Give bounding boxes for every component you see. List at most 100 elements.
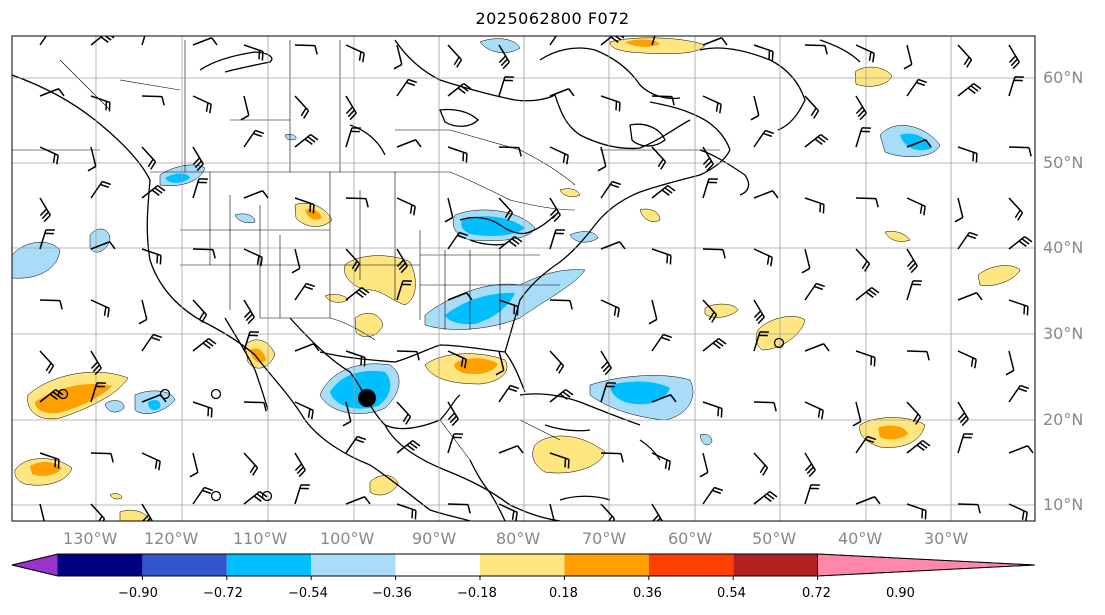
wind-barb [345, 197, 369, 208]
wind-barb [855, 435, 877, 454]
lon-label-130w: 130°W [63, 529, 118, 548]
wind-barb [549, 299, 573, 310]
wind-barb [192, 486, 214, 505]
wind-barb [903, 44, 913, 70]
positive-anomaly-region [354, 313, 384, 337]
calm-wind-marker [210, 388, 222, 400]
wind-barb [192, 37, 218, 46]
wind-barb [447, 44, 463, 68]
wind-barb [855, 197, 879, 208]
wind-barb [345, 248, 361, 272]
wind-barb [549, 36, 558, 46]
positive-anomaly-region [625, 39, 660, 47]
calm-wind-marker [159, 388, 171, 400]
wind-barb [192, 95, 212, 114]
wind-barb [192, 146, 204, 172]
wind-barb [294, 44, 318, 55]
wind-barb [957, 292, 983, 301]
colorbar-extend-low [11, 553, 59, 577]
wind-barb [600, 350, 612, 376]
negative-anomaly-region [569, 231, 599, 243]
calm-wind-marker [210, 490, 222, 502]
positive-anomaly-region [30, 462, 62, 476]
wind-barb [243, 299, 255, 325]
lat-label-60n: 60°N [1043, 68, 1084, 87]
wind-barb [90, 382, 106, 403]
wind-barb [396, 401, 412, 425]
positive-anomaly-region [532, 435, 606, 474]
wind-barb [498, 44, 510, 70]
wind-barb [1008, 445, 1034, 454]
colorbar-segment [311, 554, 396, 576]
wind-barb [39, 197, 51, 223]
negative-anomaly-region [699, 434, 713, 446]
wind-barb [753, 490, 778, 505]
positive-anomaly-region [119, 509, 151, 521]
wind-barb [852, 401, 862, 427]
positive-anomaly-region [305, 208, 322, 220]
wind-barb [651, 146, 667, 170]
lon-label-40w: 40°W [838, 529, 883, 548]
wind-barb [192, 337, 217, 352]
wind-barb [750, 95, 760, 121]
wind-barb [90, 241, 116, 250]
wind-barb [39, 36, 48, 46]
positive-anomaly-region [639, 208, 661, 222]
wind-barb [702, 37, 728, 46]
negative-anomaly-region [12, 242, 61, 279]
calm-wind-marker [261, 490, 273, 502]
positive-anomaly-region [609, 37, 706, 54]
wind-barb [651, 503, 663, 521]
wind-barb [396, 78, 418, 97]
wind-barb [855, 248, 871, 272]
positive-anomaly-region [559, 188, 581, 197]
wind-barb [138, 299, 148, 325]
wind-barb [141, 503, 153, 521]
lon-label-60w: 60°W [668, 529, 713, 548]
wind-barb [600, 299, 620, 318]
wind-barb [702, 486, 724, 505]
wind-barb [906, 401, 922, 425]
colorbar-tick-label: 0.72 [802, 586, 831, 601]
wind-barb [498, 384, 520, 403]
positive-anomaly-region [324, 294, 349, 303]
colorbar-tick-label: −0.54 [288, 586, 328, 601]
wind-barb [39, 88, 65, 97]
negative-anomaly-region [104, 400, 125, 413]
wind-barb [345, 496, 371, 505]
wind-barb [294, 452, 306, 478]
wind-barb [906, 439, 931, 454]
negative-anomaly-region [234, 213, 256, 223]
wind-barb [447, 231, 469, 250]
positive-anomaly-region [35, 383, 112, 414]
lat-label-20n: 20°N [1043, 410, 1084, 429]
wind-barb [753, 190, 779, 199]
wind-barb [90, 95, 111, 112]
wind-barb [600, 503, 616, 521]
wind-barb [498, 146, 522, 157]
wind-barb [141, 333, 163, 352]
wind-barb [345, 435, 367, 454]
wind-barb [39, 299, 63, 310]
wind-barb [702, 95, 722, 114]
wind-barb [141, 36, 146, 46]
wind-barb [39, 503, 45, 521]
wind-barb [396, 503, 417, 520]
wind-barb [447, 292, 473, 301]
wind-barb [1008, 76, 1024, 97]
wind-barb [702, 337, 727, 352]
wind-barb [498, 445, 524, 454]
wind-barb [753, 331, 769, 352]
wind-barb [189, 452, 199, 478]
colorbar-segment [226, 554, 312, 576]
wind-barb [39, 229, 55, 250]
positive-anomaly-region [878, 425, 908, 440]
wind-barb [498, 235, 523, 250]
colorbar-tick-label: −0.72 [203, 586, 243, 601]
lon-label-80w: 80°W [496, 529, 541, 548]
wind-barb [906, 197, 926, 216]
lon-label-110w: 110°W [233, 529, 288, 548]
wind-barb [498, 76, 514, 97]
wind-barb [549, 503, 555, 521]
